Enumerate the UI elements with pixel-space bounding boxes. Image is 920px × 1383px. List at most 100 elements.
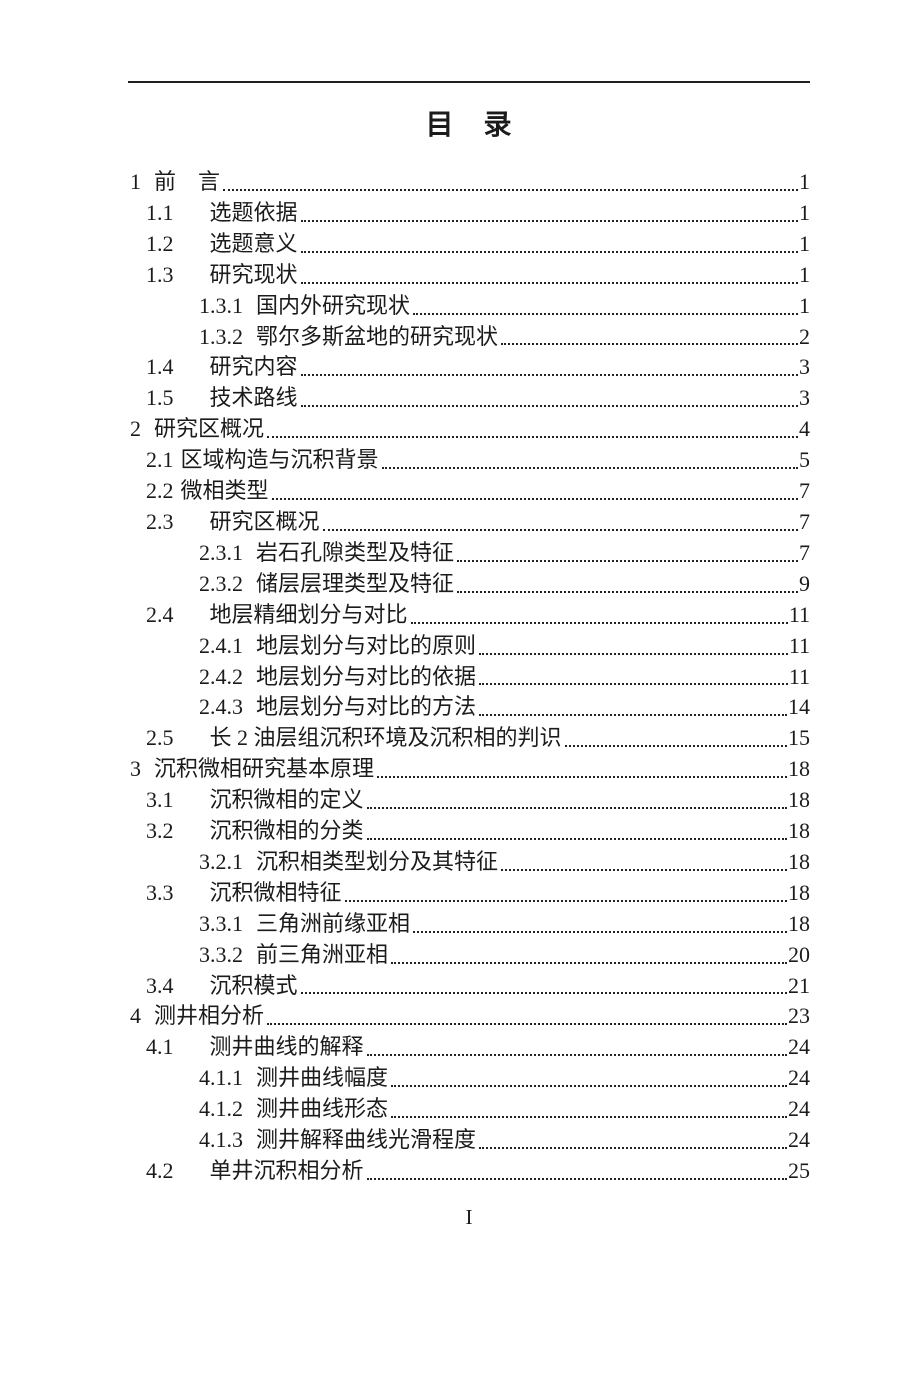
toc-entry[interactable]: 4.1.2 测井曲线形态 24 xyxy=(128,1094,810,1125)
toc-entry[interactable]: 2.3.2 储层层理类型及特征 9 xyxy=(128,569,810,600)
toc-entry[interactable]: 4.1.1 测井曲线幅度 24 xyxy=(128,1063,810,1094)
toc-entry-title: 研究区概况 xyxy=(154,416,265,442)
toc-page-number: 18 xyxy=(788,910,810,936)
toc-entry-number: 4.2 xyxy=(146,1158,174,1183)
dot-leader xyxy=(479,683,788,686)
dot-leader xyxy=(377,776,787,779)
footer-page-number: I xyxy=(465,1204,473,1229)
dot-leader xyxy=(391,1085,787,1088)
dot-leader xyxy=(344,899,787,902)
toc-entry-number: 2.4 xyxy=(146,601,174,627)
toc-entry-title: 研究区概况 xyxy=(209,508,320,534)
toc-entry[interactable]: 2.3 研究区概况 7 xyxy=(128,507,810,538)
toc-entry[interactable]: 1.1 选题依据 1 xyxy=(128,198,810,229)
toc-entry-number: 3.4 xyxy=(146,972,174,998)
toc-entry[interactable]: 4 测井相分析 23 xyxy=(128,1001,810,1032)
toc-entry[interactable]: 3.3.2 前三角洲亚相 20 xyxy=(128,940,810,971)
toc-entry-title: 微相类型 xyxy=(180,478,269,504)
dot-leader xyxy=(501,868,787,871)
toc-entry-title: 测井曲线形态 xyxy=(256,1096,389,1122)
page-title: 目 录 xyxy=(425,110,513,141)
toc-entry[interactable]: 1.3 研究现状 1 xyxy=(128,260,810,291)
toc-entry-number: 1.3 xyxy=(146,261,174,287)
dot-leader xyxy=(479,652,788,655)
toc-entry[interactable]: 3.2.1 沉积相类型划分及其特征 18 xyxy=(128,847,810,878)
toc-page-number: 1 xyxy=(799,199,810,225)
toc-entry[interactable]: 3.1 沉积微相的定义 18 xyxy=(128,785,810,816)
toc-entry-number: 3.1 xyxy=(146,787,174,813)
toc-entry-title: 沉积微相的分类 xyxy=(209,818,364,844)
dot-leader xyxy=(366,1054,787,1057)
dot-leader xyxy=(300,219,798,222)
toc-entry-title: 前 言 xyxy=(154,169,221,194)
toc-entry-title: 长 2 油层组沉积环境及沉积相的判识 xyxy=(209,725,562,751)
toc-page-number: 18 xyxy=(788,818,810,844)
toc-entry-number: 3.3.1 xyxy=(199,910,243,936)
toc-entry[interactable]: 3.3.1 三角洲前缘亚相 18 xyxy=(128,909,810,940)
toc-page-number: 20 xyxy=(788,941,810,967)
toc-page-number: 4 xyxy=(799,416,810,442)
toc-entry[interactable]: 1.5 技术路线 3 xyxy=(128,383,810,414)
toc-page-number: 21 xyxy=(788,972,810,998)
dot-leader xyxy=(457,559,798,562)
toc-page-number: 24 xyxy=(788,1034,810,1060)
toc-entry[interactable]: 2.4 地层精细划分与对比 11 xyxy=(128,600,810,631)
dot-leader xyxy=(413,312,798,315)
toc-entry[interactable]: 2.2 微相类型 7 xyxy=(128,476,810,507)
toc-entry[interactable]: 1.4 研究内容 3 xyxy=(128,352,810,383)
dot-leader xyxy=(501,343,798,346)
toc-entry[interactable]: 1.2 选题意义 1 xyxy=(128,229,810,260)
dot-leader xyxy=(223,188,798,191)
toc-entry[interactable]: 2.5 长 2 油层组沉积环境及沉积相的判识 15 xyxy=(128,723,810,754)
toc-entry-number: 4 xyxy=(130,1003,141,1029)
toc-entry-title: 测井解释曲线光滑程度 xyxy=(256,1127,477,1153)
toc-entry-number: 1.1 xyxy=(146,199,174,225)
toc-page-number: 18 xyxy=(788,756,810,782)
toc-entry-title: 选题意义 xyxy=(209,230,298,256)
toc-entry-title: 选题依据 xyxy=(209,199,298,225)
toc-entry[interactable]: 3.3 沉积微相特征 18 xyxy=(128,878,810,909)
toc-entry[interactable]: 2.3.1 岩石孔隙类型及特征 7 xyxy=(128,538,810,569)
toc-entry-title: 地层划分与对比的依据 xyxy=(256,663,477,689)
toc-entry[interactable]: 2 研究区概况 4 xyxy=(128,414,810,445)
toc-entry[interactable]: 2.1 区域构造与沉积背景 5 xyxy=(128,445,810,476)
toc-entry[interactable]: 4.2 单井沉积相分析 25 xyxy=(128,1156,810,1187)
toc-entry-number: 2.5 xyxy=(146,725,174,751)
toc-page-number: 24 xyxy=(788,1127,810,1153)
toc-page-number: 18 xyxy=(788,848,810,874)
dot-leader xyxy=(366,807,787,810)
toc-entry-number: 2.4.1 xyxy=(199,632,243,658)
toc-entry-number: 4.1.1 xyxy=(199,1065,243,1091)
dot-leader xyxy=(300,992,787,995)
toc-page-number: 1 xyxy=(799,169,810,194)
dot-leader xyxy=(479,1147,787,1149)
toc-page-number: 3 xyxy=(799,354,810,380)
dot-leader xyxy=(271,497,798,500)
toc-entry[interactable]: 4.1 测井曲线的解释 24 xyxy=(128,1032,810,1063)
toc-entry[interactable]: 3 沉积微相研究基本原理 18 xyxy=(128,754,810,785)
toc-entry[interactable]: 1.3.2 鄂尔多斯盆地的研究现状 2 xyxy=(128,322,810,353)
toc-entry-title: 技术路线 xyxy=(209,385,298,411)
toc-entry[interactable]: 2.4.3 地层划分与对比的方法 14 xyxy=(128,692,810,723)
toc-entry[interactable]: 4.1.3 测井解释曲线光滑程度 24 xyxy=(128,1125,810,1156)
toc-entry-title: 地层划分与对比的原则 xyxy=(256,632,477,658)
toc-page-number: 25 xyxy=(788,1158,810,1183)
toc-entry-title: 岩石孔隙类型及特征 xyxy=(256,539,455,565)
toc-entry-title: 鄂尔多斯盆地的研究现状 xyxy=(256,323,499,349)
toc-page-number: 23 xyxy=(788,1003,810,1029)
toc-entry[interactable]: 3.4 沉积模式 21 xyxy=(128,971,810,1002)
dot-leader xyxy=(366,1177,787,1180)
toc-entry[interactable]: 1 前 言 1 xyxy=(128,167,810,198)
toc-entry[interactable]: 2.4.2 地层划分与对比的依据 11 xyxy=(128,662,810,693)
toc-entry[interactable]: 3.2 沉积微相的分类 18 xyxy=(128,816,810,847)
toc-entry[interactable]: 2.4.1 地层划分与对比的原则 11 xyxy=(128,631,810,662)
toc-entry[interactable]: 1.3.1 国内外研究现状 1 xyxy=(128,291,810,322)
toc-entry-number: 3.2.1 xyxy=(199,848,243,874)
dot-leader xyxy=(391,961,787,964)
toc-entry-number: 3.2 xyxy=(146,818,174,844)
toc-entry-title: 研究内容 xyxy=(209,354,298,380)
toc-entry-title: 国内外研究现状 xyxy=(256,292,411,318)
header-rule xyxy=(128,81,810,83)
toc-page-number: 7 xyxy=(799,508,810,534)
dot-leader xyxy=(300,281,798,284)
